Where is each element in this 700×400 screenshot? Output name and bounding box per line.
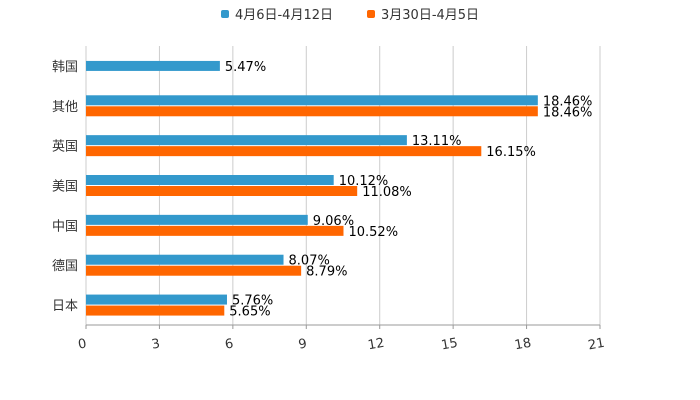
y-category-label: 美国 [52,180,78,195]
data-label-series-1: 13.11% [412,134,462,149]
legend-label-series-1: 4月6日-4月12日 [234,8,333,23]
bar-series-1 [86,135,407,146]
data-label-series-1: 18.46% [543,94,593,109]
y-category-label: 德国 [52,259,78,274]
bar-series-2 [86,305,225,316]
y-category-label: 其他 [52,100,78,115]
bar-series-2 [86,106,538,117]
bar-series-1 [86,95,538,106]
y-category-label: 中国 [52,219,78,234]
data-label-series-2: 5.65% [229,305,270,320]
data-label-series-2: 10.52% [348,225,398,240]
bar-series-2 [86,225,344,236]
bar-series-1 [86,254,284,265]
y-category-label: 英国 [52,140,78,155]
bar-series-2 [86,186,358,196]
x-tick-label: 18 [514,336,533,354]
y-category-label: 日本 [52,299,78,314]
bar-series-1 [86,175,334,185]
legend-label-series-2: 3月30日-4月5日 [381,8,480,23]
legend-item-series-1[interactable]: 4月6日-4月12日 [220,4,333,23]
data-label-series-2: 11.08% [362,185,412,200]
x-tick-label: 9 [297,336,308,352]
data-label-series-1: 5.47% [225,60,266,75]
data-label-series-2: 18.46% [543,105,593,120]
x-tick-label: 3 [150,336,161,352]
y-category-label: 韩国 [52,60,78,75]
bar-series-1 [86,60,220,71]
data-label-series-1: 5.76% [232,294,273,309]
data-label-series-2: 16.15% [486,145,536,160]
legend: 4月6日-4月12日 3月30日-4月5日 [0,4,700,23]
legend-swatch-series-2 [367,9,375,18]
bar-series-2 [86,265,302,276]
data-label-series-1: 10.12% [339,174,389,189]
bar-series-2 [86,146,482,157]
x-tick-label: 0 [77,336,88,352]
x-tick-label: 15 [440,336,459,354]
data-label-series-1: 9.06% [313,214,354,229]
data-label-series-2: 8.79% [306,265,347,280]
bar-series-1 [86,214,308,225]
x-tick-label: 21 [587,336,606,354]
bar-series-1 [86,294,227,305]
legend-item-series-2[interactable]: 3月30日-4月5日 [367,4,479,23]
legend-swatch-series-1 [220,9,229,18]
x-tick-label: 6 [224,336,235,352]
data-label-series-1: 8.07% [289,254,330,269]
x-tick-label: 12 [367,336,386,354]
